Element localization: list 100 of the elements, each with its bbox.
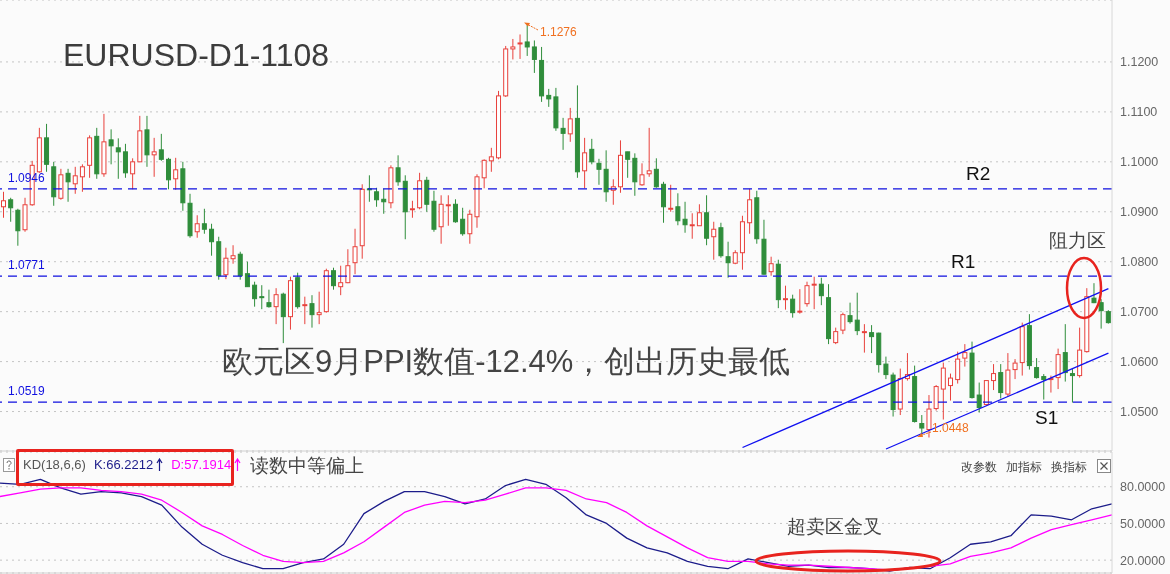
legend-label: D:57.1914 [171,457,232,472]
y-tick-label: 1.0500 [1120,404,1159,419]
candlestick [72,166,78,195]
candlestick [1069,368,1075,404]
candlestick [309,294,315,329]
candlestick [209,223,215,257]
candlestick [696,203,702,227]
candlestick [252,281,258,308]
y-tick-label: 80.0000 [1120,480,1166,495]
candlestick [847,302,853,325]
candlestick [919,414,925,437]
candlestick [567,107,573,143]
candlestick [625,151,631,179]
annotation: 换指标 [1051,460,1087,475]
annotation: 超卖区金叉 [787,516,882,539]
candlestick [8,197,14,223]
candlestick [747,188,753,235]
candlestick [65,168,71,203]
y-tick-label: 1.0700 [1120,305,1159,320]
candlestick [381,188,387,215]
candlestick [352,228,358,275]
candlestick [280,292,286,344]
candlestick [524,23,530,57]
candlestick [374,187,380,208]
ref-line-label: 1.0771 [8,258,46,273]
candlestick [861,323,867,354]
y-tick-label: 1.1000 [1120,155,1159,170]
candlestick [976,382,982,414]
candlestick [962,343,968,368]
candlestick [854,292,860,336]
candlestick [668,184,674,213]
annotation: 加指标 [1006,460,1042,475]
candlestick [467,209,473,245]
candlestick [481,158,487,189]
candlestick [438,194,444,245]
candlestick [804,281,810,308]
candlestick [531,39,537,74]
candlestick [811,276,817,310]
annotation: S1 [1035,407,1059,430]
candlestick [316,291,322,325]
candlestick [689,212,695,240]
legend-title: KD(18,6,6) [23,457,86,472]
candlestick [947,373,953,402]
y-tick-label: 1.0600 [1120,355,1159,370]
candlestick [173,157,179,191]
candlestick [194,214,200,239]
annotation: 1.1276 [540,25,577,40]
candlestick [108,128,114,165]
candlestick [955,351,961,385]
candlestick [424,176,430,213]
candlestick [460,207,466,237]
candlestick [266,289,272,309]
candlestick [661,181,667,224]
candlestick [259,284,265,310]
candlestick [122,143,128,179]
candlestick [991,363,997,391]
candlestick [1098,298,1104,330]
candlestick [782,285,788,311]
y-tick-label: 50.0000 [1120,516,1166,531]
candlestick [244,261,250,288]
ref-line-label: 1.0519 [8,384,46,399]
candlestick [653,157,659,189]
candlestick [237,251,243,281]
candlestick [273,287,279,325]
annotation: R2 [966,163,991,186]
annotation: 读数中等偏上 [250,455,364,478]
annotation: 阻力区 [1049,230,1106,253]
candlestick [869,324,875,354]
candlestick [818,277,824,306]
candlestick [201,208,207,235]
candlestick [338,265,344,296]
annotation: R1 [951,251,976,274]
candlestick [158,133,164,162]
candlestick [488,147,494,173]
candlestick [1041,373,1047,401]
y-tick-label: 20.0000 [1120,553,1166,568]
candlestick [639,162,645,187]
candlestick [1034,357,1040,380]
candlestick [589,138,595,165]
candlestick [345,248,351,284]
candlestick [302,296,308,325]
candlestick [1055,348,1061,390]
candlestick [58,168,64,201]
candlestick [998,363,1004,400]
candlestick [725,241,731,279]
y-tick-label: 1.1100 [1120,105,1158,120]
candlestick [517,33,523,60]
candlestick [582,137,588,189]
candlestick [632,152,638,197]
annotation: 欧元区9月PPI数值-12.4%，创出历史最低 [222,343,791,381]
candlestick [510,38,516,60]
candlestick [115,137,121,180]
y-tick-label: 1.0900 [1120,205,1159,220]
candlestick [395,154,401,187]
candlestick [711,221,717,261]
candlestick [151,137,157,178]
annotation: 改参数 [961,460,997,475]
legend-label: K:66.2212 [93,457,154,472]
candlestick [79,163,85,193]
candlestick [768,256,774,277]
